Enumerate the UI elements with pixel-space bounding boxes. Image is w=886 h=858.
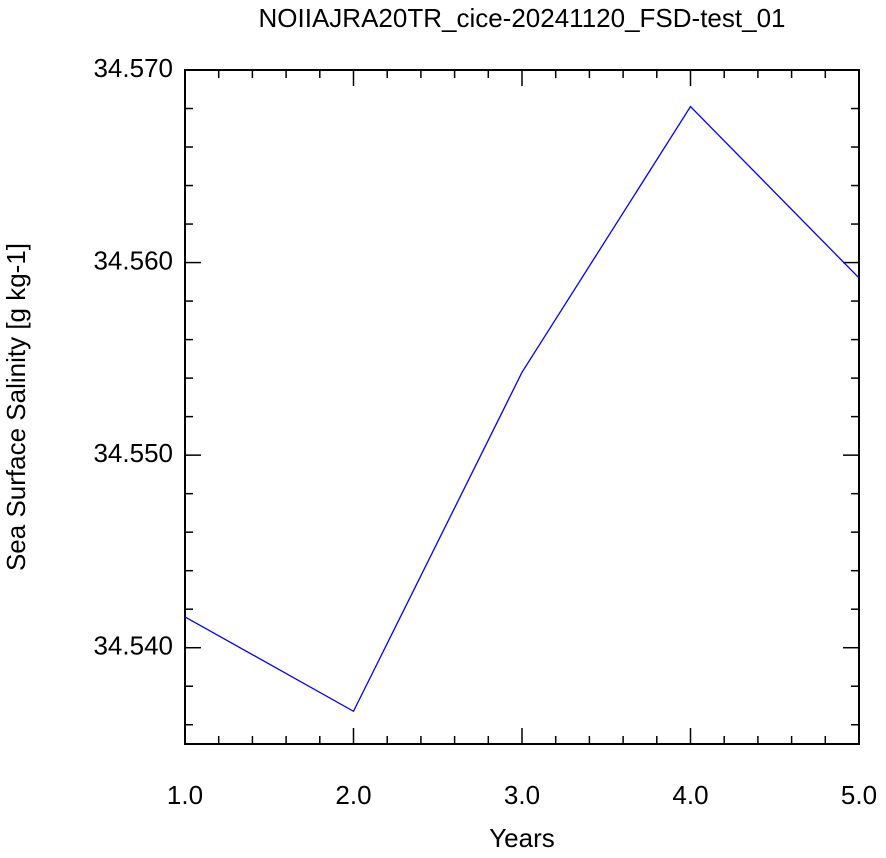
y-tick-label: 34.560 <box>93 245 173 275</box>
x-tick-label: 4.0 <box>672 780 708 810</box>
plot-frame <box>184 69 860 745</box>
x-axis-label: Years <box>489 823 555 853</box>
y-axis-label: Sea Surface Salinity [g kg-1] <box>1 243 31 571</box>
y-tick-label: 34.550 <box>93 438 173 468</box>
y-tick-label: 34.540 <box>93 631 173 661</box>
x-tick-label: 3.0 <box>504 780 540 810</box>
chart-title: NOIIAJRA20TR_cice-20241120_FSD-test_01 <box>259 3 786 33</box>
data-line <box>184 105 860 713</box>
x-tick-label: 2.0 <box>335 780 371 810</box>
y-tick-label: 34.570 <box>93 53 173 83</box>
x-tick-label: 1.0 <box>167 780 203 810</box>
x-tick-label: 5.0 <box>841 780 877 810</box>
